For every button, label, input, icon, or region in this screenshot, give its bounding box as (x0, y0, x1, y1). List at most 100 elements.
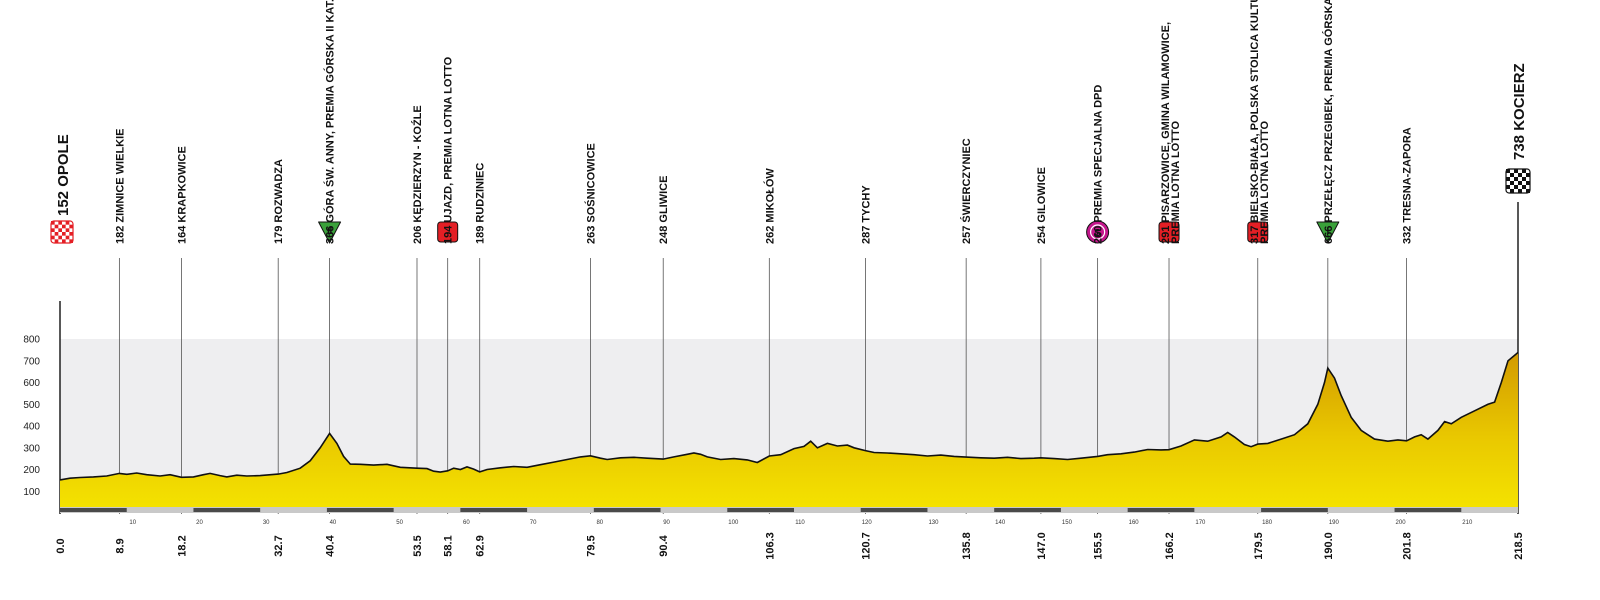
y-tick-label: 500 (23, 400, 40, 411)
y-tick-label: 100 (23, 487, 40, 498)
start-label: 152 OPOLE (55, 134, 72, 216)
y-tick-label: 300 (23, 443, 40, 454)
waypoint-label: 666 PRZEŁĘCZ PRZEGIBEK, PREMIA GÓRSKA I … (1322, 0, 1335, 244)
waypoint-label: 194 UJAZD, PREMIA LOTNA LOTTO (443, 56, 455, 244)
waypoint-label-line2: PREMIA LOTNA LOTTO (1170, 121, 1182, 244)
minor-km-tick: 40 (330, 520, 337, 526)
km-label: 40.4 (325, 534, 337, 556)
waypoint-label: 260 PREMIA SPECJALNA DPD (1093, 85, 1105, 244)
waypoint-label: 263 SOŚNICOWICE (584, 143, 597, 244)
waypoint-label: 287 TYCHY (860, 185, 872, 244)
km-label: 18.2 (176, 535, 188, 556)
km-label: 90.4 (658, 534, 670, 556)
minor-km-tick: 210 (1462, 520, 1473, 526)
km-label: 79.5 (585, 535, 597, 556)
distance-bar-segment (460, 508, 528, 512)
km-label: 53.5 (412, 535, 424, 556)
km-label: 8.9 (114, 538, 126, 553)
y-axis: 100 200 300 400 500 600 700 800 (23, 301, 61, 514)
svg-text:S: S (1094, 228, 1101, 239)
minor-km-tick: 140 (995, 520, 1006, 526)
km-label: 58.1 (443, 535, 455, 556)
kom-cat2-icon: II (318, 221, 342, 244)
y-tick-label: 400 (23, 422, 40, 433)
waypoint-label: 291 PISARZOWICE, GMINA WILAMOWICE, (1160, 22, 1172, 244)
waypoint-label: 257 ŚWIERCZYNIEC (960, 138, 973, 244)
km-label: 106.3 (764, 532, 776, 560)
minor-km-tick: 100 (728, 520, 739, 526)
minor-km-tick: 150 (1062, 520, 1073, 526)
minor-km-tick: 170 (1195, 520, 1206, 526)
km-label: 120.7 (860, 532, 872, 560)
finish-flag-icon (1505, 168, 1531, 194)
elevation-line (59, 351, 1519, 481)
minor-km-tick: 110 (795, 520, 805, 526)
km-label: 155.5 (1093, 532, 1105, 560)
waypoint-label: 366 GÓRA ŚW. ANNY, PREMIA GÓRSKA II KAT. (324, 0, 337, 244)
km-label: 0.0 (55, 538, 67, 553)
km-label: 166.2 (1164, 532, 1176, 560)
waypoint-label: 332 TRESNA-ZAPORA (1402, 127, 1414, 244)
waypoint-label: 254 GILOWICE (1036, 167, 1048, 244)
minor-km-tick: 10 (129, 520, 136, 526)
distance-bar-segment (60, 508, 127, 512)
minor-km-tick: 50 (396, 520, 403, 526)
y-tick-label: 800 (23, 335, 40, 346)
waypoint-label: 179 ROZWADZA (273, 159, 285, 244)
waypoint-markers: II S I (50, 168, 1531, 244)
waypoint-label: 248 GLIWICE (658, 176, 670, 244)
km-label: 62.9 (475, 535, 487, 556)
waypoint-label: 189 RUDZINIEC (475, 163, 487, 244)
km-label: 147.0 (1036, 532, 1048, 560)
distance-bar (60, 507, 1518, 513)
svg-text:II: II (327, 226, 332, 236)
distance-bar-segment (1127, 508, 1195, 512)
minor-km-tick: 120 (862, 520, 873, 526)
special-prize-icon: S (1086, 220, 1110, 244)
minor-km-tick: 130 (928, 520, 939, 526)
sprint-marker-icon (1158, 221, 1180, 243)
distance-bar-segment (1394, 508, 1462, 512)
minor-km-tick: 180 (1262, 520, 1273, 526)
distance-bar-segment (727, 508, 795, 512)
minor-km-tick: 70 (530, 520, 537, 526)
waypoint-label: 262 MIKOŁÓW (763, 168, 776, 244)
minor-km-tick: 90 (663, 520, 670, 526)
distance-bar-segment (193, 508, 261, 512)
km-label: 190.0 (1323, 532, 1335, 560)
y-tick-label: 600 (23, 378, 40, 389)
km-label: 179.5 (1253, 532, 1265, 560)
start-flag-icon (50, 220, 74, 244)
km-label: 218.5 (1513, 532, 1525, 560)
minor-km-tick: 80 (596, 520, 603, 526)
minor-km-tick: 20 (196, 520, 203, 526)
x-axis: 0.0 8.9 18.2 32.7 40.4 53.5 58.1 62.9 79.5 90.4 10… (55, 520, 1525, 560)
distance-bar-segment (994, 508, 1061, 512)
waypoint-label-line2: PREMIA LOTNA LOTTO (1259, 121, 1271, 244)
minor-km-tick: 190 (1329, 520, 1340, 526)
distance-bar-segment (1261, 508, 1328, 512)
sprint-marker-icon (437, 221, 459, 243)
km-label: 201.8 (1402, 532, 1414, 560)
waypoint-labels: 182 ZIMNICE WIELKIE 164 KRAPKOWICE 179 ROZ… (55, 0, 1528, 244)
waypoint-label: 317 BIELSKO-BIAŁA, POLSKA STOLICA KULTUR… (1249, 0, 1261, 244)
minor-km-tick: 30 (263, 520, 270, 526)
elevation-area (60, 352, 1518, 507)
distance-bar-segment (593, 508, 661, 512)
km-label: 135.8 (961, 532, 973, 560)
kom-cat1-icon: I (1316, 221, 1340, 244)
finish-label: 738 KOCIERZ (1511, 63, 1528, 160)
km-label: 32.7 (273, 535, 285, 556)
waypoint-label: 164 KRAPKOWICE (176, 146, 188, 244)
svg-text:I: I (1327, 226, 1330, 236)
minor-km-tick: 60 (463, 520, 470, 526)
distance-bar-segment (326, 508, 394, 512)
minor-km-tick: 200 (1396, 520, 1407, 526)
waypoint-label: 182 ZIMNICE WIELKIE (114, 128, 126, 244)
sprint-marker-icon (1247, 221, 1269, 243)
minor-km-tick: 160 (1129, 520, 1140, 526)
y-tick-label: 200 (23, 465, 40, 476)
waypoint-label: 206 KĘDZIERZYN - KOŹLE (411, 105, 424, 244)
distance-bar-segment (860, 508, 928, 512)
